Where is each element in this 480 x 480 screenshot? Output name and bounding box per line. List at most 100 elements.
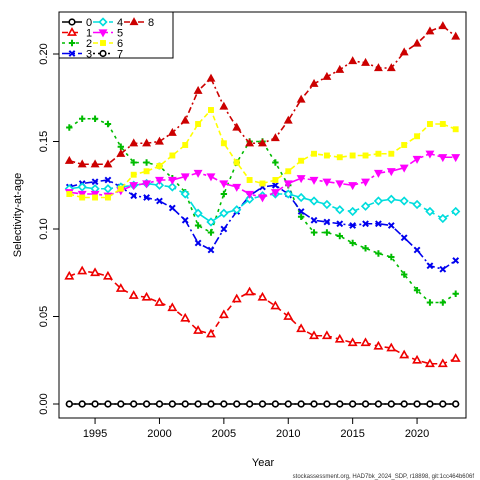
series-2-point	[143, 159, 150, 166]
series-7-point	[439, 400, 447, 408]
series-6-point	[208, 107, 214, 113]
legend-marker-0	[68, 18, 76, 26]
legend-box	[58, 11, 174, 59]
series-5-point	[193, 169, 203, 178]
series-6-point	[130, 171, 137, 178]
series-7-point	[91, 400, 99, 408]
series-3-point	[387, 222, 395, 229]
series-1-point	[180, 312, 191, 322]
series-8-point	[77, 159, 87, 168]
series-7-point	[284, 400, 292, 408]
series-5-point	[335, 180, 345, 189]
series-1-point	[257, 291, 268, 301]
series-3-point	[156, 197, 163, 205]
series-4-point	[309, 196, 319, 206]
x-tick-label: 2010	[276, 428, 300, 440]
y-tick-label: 0.00	[38, 393, 50, 414]
legend-label-6: 6	[117, 38, 123, 50]
series-1-point	[373, 340, 384, 350]
y-tick-label: 0.15	[38, 131, 50, 152]
series-5-point	[245, 190, 255, 199]
series-1-point	[283, 311, 294, 320]
series-1-point	[386, 342, 397, 352]
series-1-point	[167, 302, 178, 312]
series-7-point	[336, 400, 344, 408]
series-2-point	[130, 159, 137, 166]
series-7-point	[246, 400, 254, 408]
series-1-point	[360, 337, 371, 347]
series-1-point	[334, 333, 345, 343]
series-3-point	[143, 194, 150, 201]
series-8-point	[155, 136, 164, 145]
series-1-point	[347, 337, 358, 347]
series-2-point	[439, 299, 447, 306]
series-6-point	[414, 133, 421, 140]
series-layer	[64, 21, 461, 408]
series-1-point	[115, 283, 126, 292]
series-6-point	[298, 157, 305, 164]
series-4-point	[399, 196, 409, 206]
series-2-point	[452, 290, 459, 297]
legend-marker-3	[68, 50, 76, 57]
series-2-point	[117, 143, 125, 150]
series-5-point	[412, 155, 422, 164]
series-6-point	[156, 163, 163, 169]
series-1-point	[206, 328, 216, 338]
series-4-point	[244, 194, 255, 204]
series-6-point	[92, 194, 99, 201]
series-3-point	[426, 262, 434, 270]
series-2-point	[272, 159, 279, 166]
series-2-point	[336, 232, 343, 240]
series-1-point	[64, 270, 75, 280]
series-8-point	[167, 127, 177, 136]
series-7-point	[349, 400, 357, 408]
series-3-point	[413, 246, 421, 254]
series-4-point	[386, 194, 396, 204]
series-1	[64, 265, 461, 368]
series-1-point	[450, 353, 461, 362]
series-5-point	[155, 176, 164, 185]
legend-marker-1	[67, 27, 77, 36]
series-3-point	[130, 192, 138, 200]
series-5-point	[167, 176, 177, 185]
series-7-point	[78, 400, 86, 408]
series-6-point	[195, 121, 202, 127]
series-1-point	[141, 291, 152, 301]
y-tick-label: 0.05	[38, 306, 50, 327]
series-2-point	[413, 287, 421, 294]
series-6-point	[388, 150, 395, 157]
series-8-point	[193, 85, 203, 94]
series-8-point	[258, 138, 267, 147]
series-6-point	[362, 152, 369, 159]
series-6-point	[401, 142, 408, 148]
series-7-point	[310, 400, 318, 408]
series-3-point	[220, 225, 228, 233]
series-6-point	[259, 180, 266, 187]
y-tick-label: 0.10	[38, 218, 50, 239]
series-1-point	[437, 358, 448, 368]
series-5-point	[425, 150, 435, 159]
series-7-point	[413, 400, 421, 408]
series-4-point	[425, 206, 435, 217]
series-8	[64, 21, 461, 168]
x-tick-label: 2005	[212, 428, 236, 440]
series-5-point	[129, 182, 139, 191]
series-7-point	[271, 400, 279, 408]
series-1-point	[424, 358, 435, 368]
series-8-point	[270, 133, 280, 142]
series-1-point	[244, 286, 255, 296]
series-8-point	[322, 71, 332, 80]
series-5-point	[296, 175, 306, 184]
legend-label-2: 2	[86, 38, 92, 50]
x-tick-label: 2020	[405, 428, 429, 440]
series-8-point	[335, 64, 345, 73]
series-4-point	[167, 182, 177, 192]
series-8-point	[348, 56, 358, 65]
series-6-point	[272, 177, 279, 183]
series-5-point	[180, 173, 190, 182]
series-6-point	[426, 121, 433, 127]
legend-marker-5	[98, 29, 108, 38]
series-4-point	[412, 199, 422, 210]
series-5-point	[373, 169, 383, 178]
